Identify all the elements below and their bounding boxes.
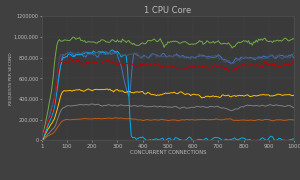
Nginx: [133, 105, 137, 107]
X-axis label: CONCURRENT CONNECTIONS: CONCURRENT CONNECTIONS: [130, 150, 206, 155]
IIS 7.5: [292, 138, 296, 140]
OpenLiteSpeed: [133, 91, 137, 93]
IIS 10: [292, 60, 296, 62]
Lighttpd: [114, 117, 118, 119]
Nginx: [63, 107, 66, 109]
Lighttpd: [272, 120, 276, 122]
OpenLiteSpeed: [40, 139, 44, 141]
IIS 8.5: [82, 50, 85, 53]
Nginx: [89, 103, 93, 105]
OpenLiteSpeed: [292, 94, 296, 96]
IIS 8.5: [41, 135, 45, 137]
Apache: [147, 56, 151, 58]
Nginx: [41, 138, 45, 140]
Apache: [40, 136, 44, 138]
IIS 7.5: [148, 138, 152, 141]
IIS 7.5: [145, 139, 148, 141]
IIS 8.5: [292, 52, 296, 54]
OpenLiteSpeed: [63, 89, 66, 92]
Lighttpd: [41, 139, 45, 141]
Apache: [63, 54, 66, 56]
IIS 7.5: [63, 57, 66, 59]
OpenLiteSpeed: [272, 94, 276, 97]
Apache: [272, 56, 276, 58]
Line: Apache: Apache: [42, 51, 294, 137]
Nginx: [177, 107, 181, 109]
IIS 7.5: [41, 136, 45, 139]
Line: Nginx: Nginx: [42, 104, 294, 140]
Nginx: [292, 107, 296, 109]
IIS 7.5: [40, 138, 44, 140]
Lighttpd: [292, 119, 296, 121]
IIS 8.5: [272, 56, 276, 58]
IIS 10: [177, 66, 181, 68]
IIS 10: [41, 135, 45, 138]
IIS 10: [272, 64, 276, 66]
Line: IIS 10: IIS 10: [42, 58, 294, 137]
IIS 8.0: [133, 44, 137, 46]
IIS 7.5: [133, 137, 137, 139]
Line: OpenLiteSpeed: OpenLiteSpeed: [42, 89, 294, 140]
Line: Lighttpd: Lighttpd: [42, 118, 294, 140]
IIS 10: [147, 64, 151, 66]
OpenLiteSpeed: [177, 91, 181, 94]
IIS 8.0: [41, 133, 45, 135]
IIS 7.5: [273, 139, 277, 141]
IIS 10: [69, 57, 73, 59]
Apache: [133, 53, 137, 55]
Lighttpd: [63, 119, 66, 121]
IIS 10: [133, 65, 137, 67]
IIS 8.0: [292, 38, 296, 40]
IIS 8.5: [63, 54, 66, 56]
Lighttpd: [40, 139, 44, 141]
Lighttpd: [177, 120, 181, 122]
Nginx: [147, 106, 151, 108]
Lighttpd: [147, 119, 151, 121]
Line: IIS 8.0: IIS 8.0: [42, 37, 294, 136]
Line: IIS 8.5: IIS 8.5: [42, 51, 294, 139]
OpenLiteSpeed: [147, 92, 151, 94]
OpenLiteSpeed: [87, 88, 90, 90]
Apache: [113, 50, 117, 53]
IIS 8.5: [40, 138, 44, 140]
IIS 8.5: [147, 57, 151, 59]
Apache: [177, 55, 181, 57]
IIS 8.5: [177, 57, 181, 59]
IIS 8.5: [133, 52, 137, 54]
IIS 8.0: [71, 36, 75, 38]
IIS 8.0: [177, 42, 181, 44]
Line: IIS 7.5: IIS 7.5: [42, 50, 294, 140]
Y-axis label: REQUESTS PER SECOND: REQUESTS PER SECOND: [8, 52, 12, 105]
IIS 8.0: [272, 40, 276, 42]
IIS 7.5: [111, 49, 114, 51]
Nginx: [40, 139, 44, 141]
IIS 10: [40, 136, 44, 138]
IIS 7.5: [179, 138, 182, 141]
IIS 8.0: [63, 39, 66, 41]
IIS 10: [63, 62, 66, 64]
IIS 8.0: [147, 39, 151, 42]
Title: 1 CPU Core: 1 CPU Core: [144, 6, 192, 15]
Apache: [41, 134, 45, 136]
OpenLiteSpeed: [41, 138, 45, 140]
IIS 8.0: [40, 135, 44, 137]
Apache: [292, 57, 296, 59]
Nginx: [272, 104, 276, 107]
Lighttpd: [133, 118, 137, 120]
